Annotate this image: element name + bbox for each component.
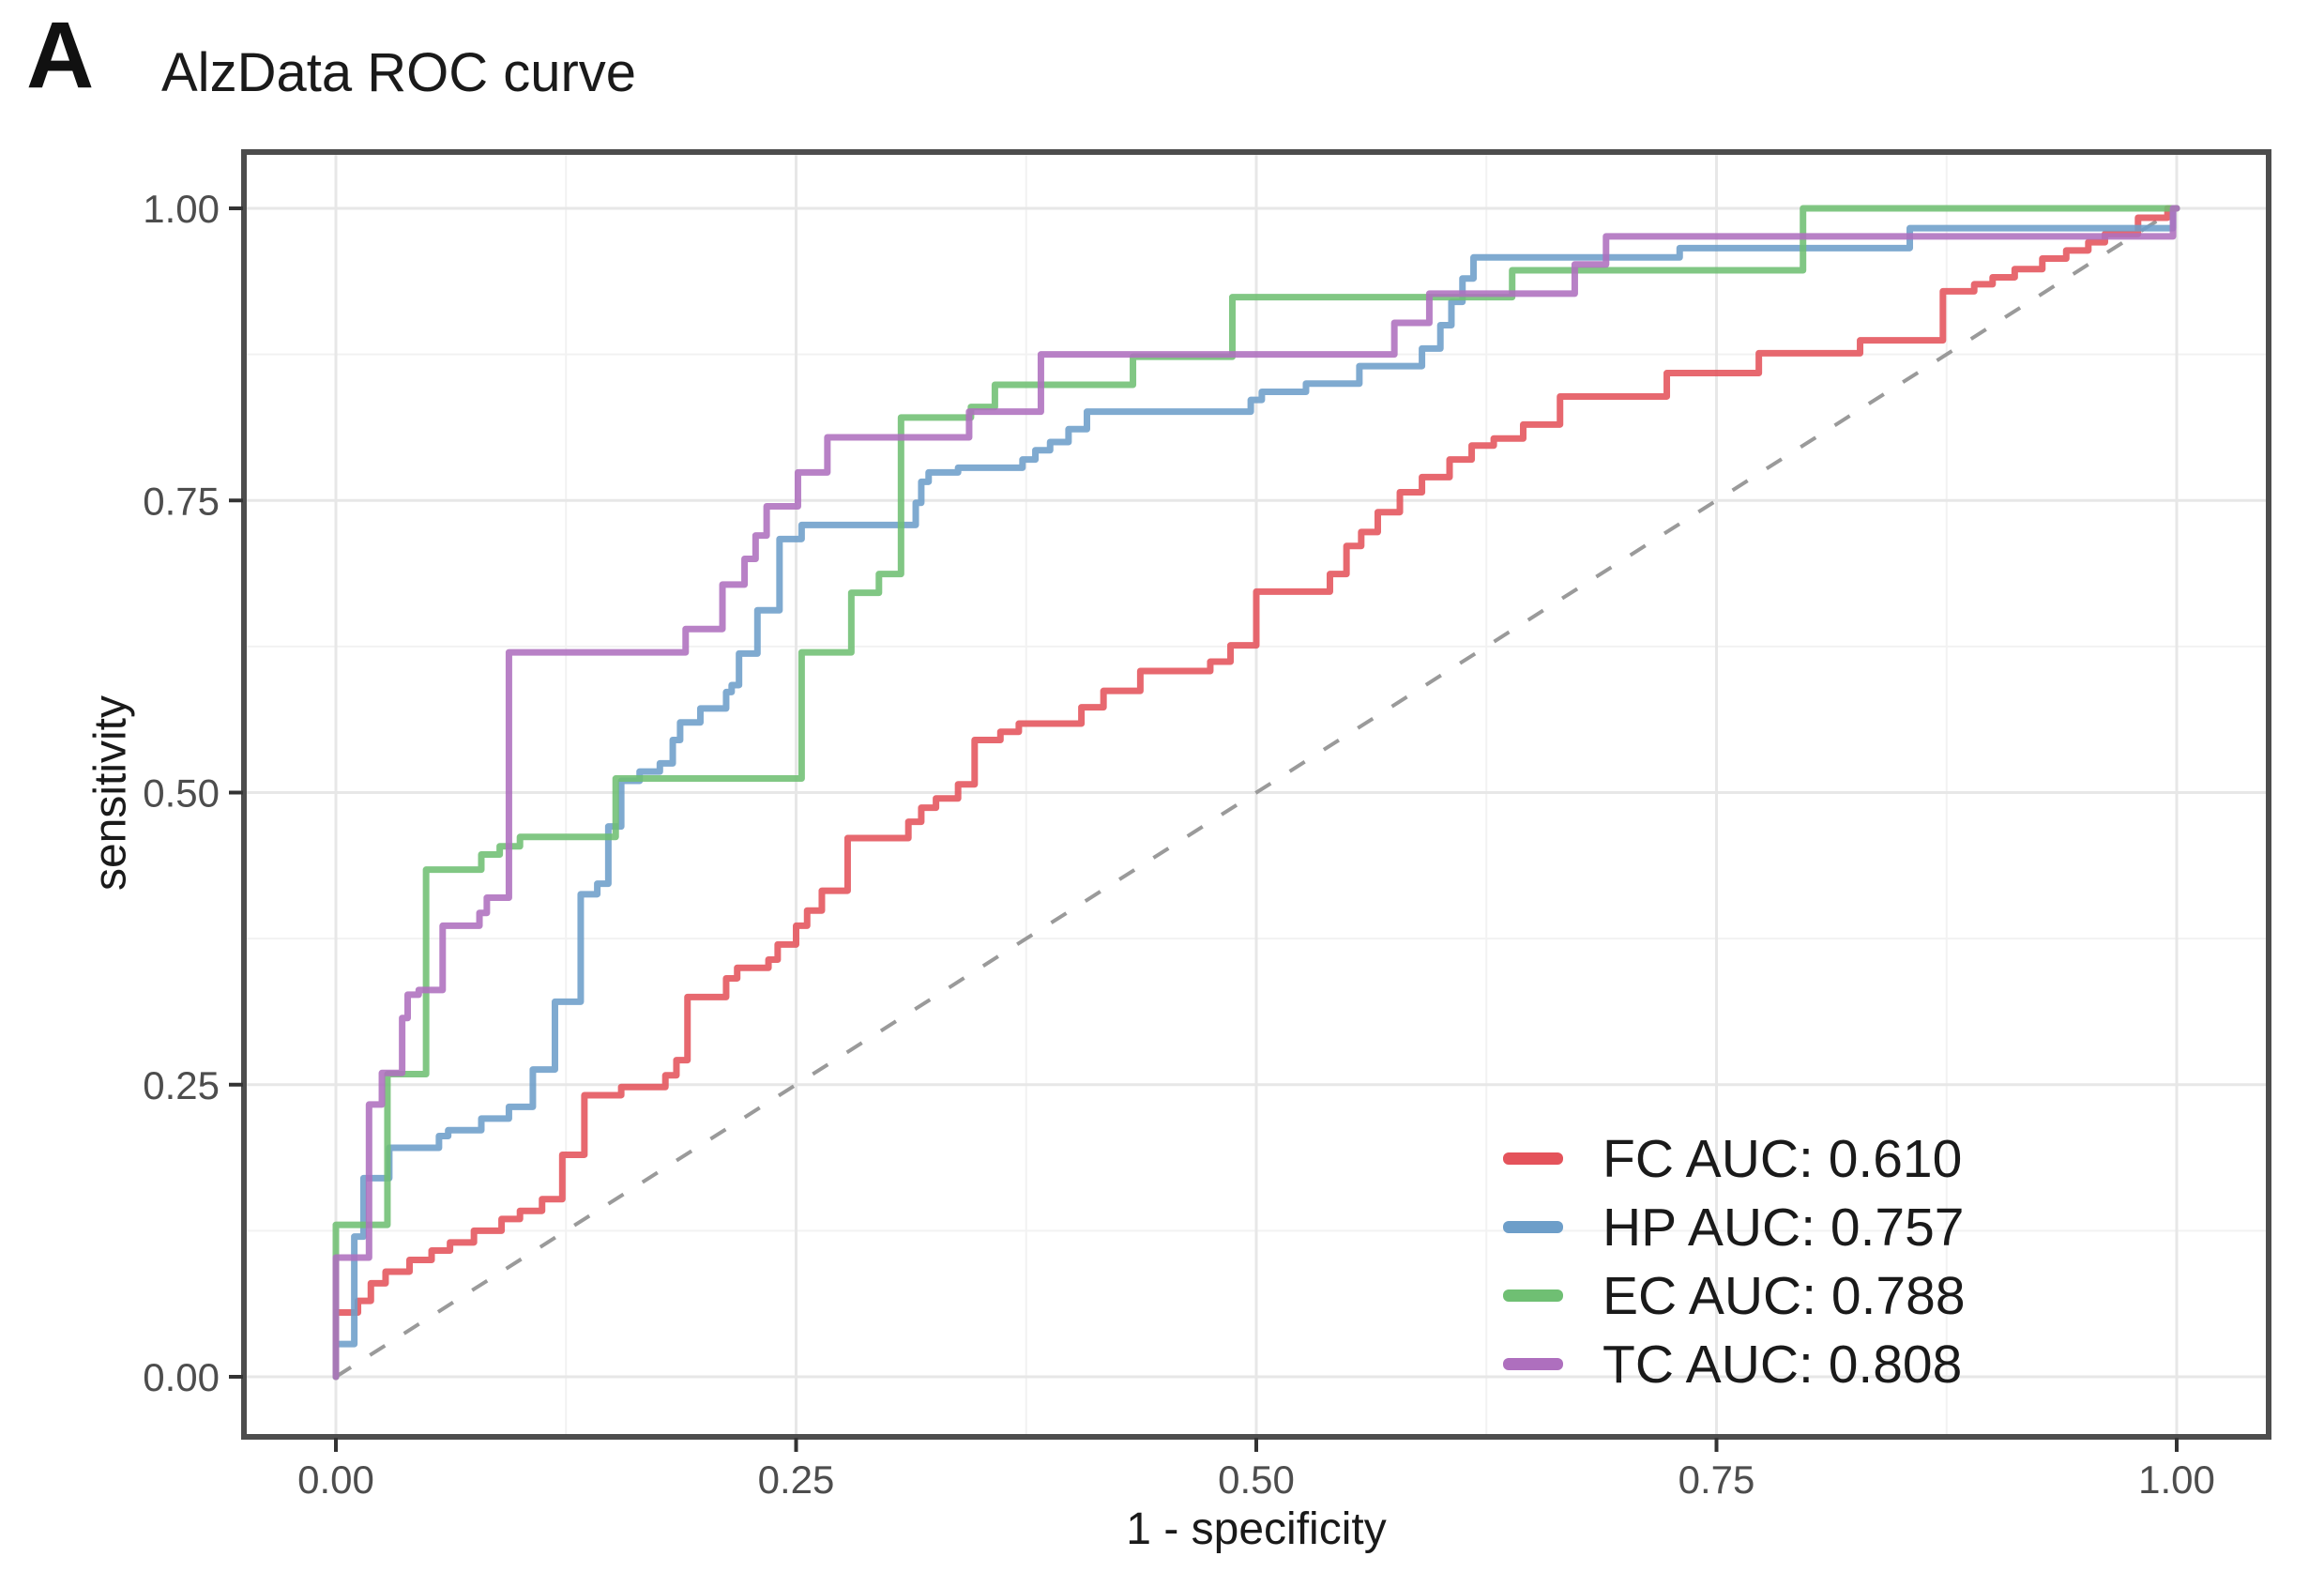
legend: FC AUC: 0.610 HP AUC: 0.757 EC AUC: 0.78… (1503, 1124, 1966, 1398)
axis-ticks: 0.00 0.25 0.50 0.75 1.00 0.00 0.25 0.50 0.75 1.00 (143, 187, 2215, 1502)
y-tick-label: 1.00 (143, 187, 220, 231)
legend-item-hp: HP AUC: 0.757 (1503, 1193, 1966, 1261)
y-tick-label: 0.00 (143, 1355, 220, 1399)
hp-line-swatch-icon (1503, 1221, 1563, 1233)
chart-title: AlzData ROC curve (161, 42, 637, 103)
panel-label: A (26, 3, 95, 108)
y-axis-title: sensitivity (85, 694, 136, 892)
tc-line-swatch-icon (1503, 1358, 1563, 1370)
legend-item-tc: TC AUC: 0.808 (1503, 1330, 1966, 1398)
y-tick-label: 0.50 (143, 771, 220, 816)
legend-label-tc: TC AUC: 0.808 (1602, 1334, 1963, 1395)
x-tick-label: 0.75 (1678, 1457, 1755, 1502)
legend-item-fc: FC AUC: 0.610 (1503, 1124, 1966, 1193)
y-tick-label: 0.25 (143, 1063, 220, 1107)
y-tick-label: 0.75 (143, 479, 220, 523)
legend-label-ec: EC AUC: 0.788 (1602, 1265, 1966, 1326)
roc-curve-tc (332, 205, 2180, 1381)
x-axis-title: 1 - specificity (1126, 1504, 1387, 1554)
x-tick-label: 1.00 (2138, 1457, 2215, 1502)
legend-label-fc: FC AUC: 0.610 (1602, 1128, 1963, 1189)
x-tick-label: 0.00 (297, 1457, 374, 1502)
legend-item-ec: EC AUC: 0.788 (1503, 1261, 1966, 1330)
fc-line-swatch-icon (1503, 1152, 1563, 1165)
roc-curve-fc (332, 205, 2180, 1381)
ec-line-swatch-icon (1503, 1289, 1563, 1302)
x-tick-label: 0.50 (1218, 1457, 1295, 1502)
roc-curve-ec (332, 205, 2180, 1381)
roc-curve-hp (332, 205, 2180, 1381)
x-tick-label: 0.25 (758, 1457, 835, 1502)
panel-border (241, 149, 2271, 1440)
legend-label-hp: HP AUC: 0.757 (1602, 1197, 1965, 1258)
chance-diagonal-reference-line (334, 206, 2179, 1379)
